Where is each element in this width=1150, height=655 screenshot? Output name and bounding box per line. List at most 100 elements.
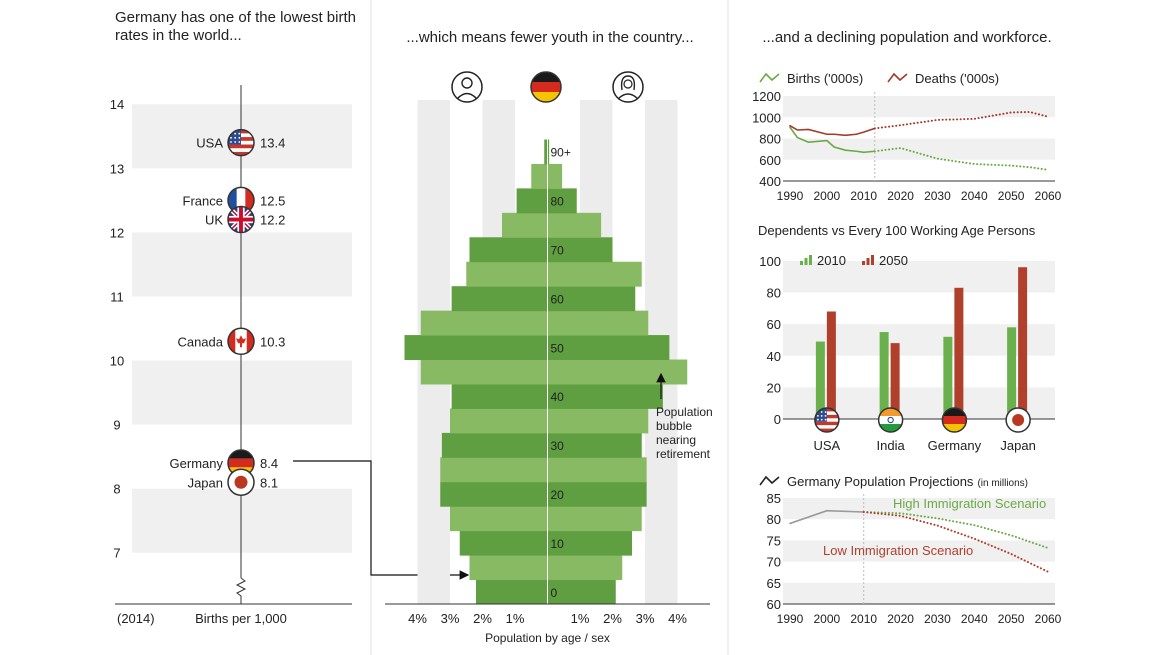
flag-part — [234, 136, 237, 139]
value-label: 12.5 — [260, 193, 285, 208]
x-tick-label: 2040 — [961, 189, 988, 203]
chart-subtitle: (in millions) — [977, 478, 1028, 489]
bar-female — [547, 408, 649, 434]
legend-icon — [800, 261, 803, 265]
grid-band — [783, 582, 1055, 604]
x-tick-label: 2060 — [1035, 612, 1062, 626]
y-tick-label: 9 — [113, 418, 120, 433]
bar-female — [547, 188, 577, 214]
category-label: Canada — [177, 334, 223, 349]
annotation: bubble — [656, 419, 692, 433]
legend-label: 2010 — [817, 253, 846, 268]
bar-female — [547, 286, 636, 312]
panel-title: ...and a declining population and workfo… — [762, 29, 1051, 46]
flag-part — [531, 92, 561, 102]
age-label: 30 — [551, 439, 565, 453]
y-tick-label: 11 — [110, 289, 124, 304]
y-tick-label: 1200 — [752, 89, 781, 104]
bar — [826, 311, 836, 419]
bar — [954, 287, 964, 419]
bar — [1007, 327, 1017, 419]
x-tick-label: 2000 — [814, 612, 841, 626]
flag-part — [816, 418, 819, 421]
bar-male — [451, 286, 548, 312]
bar-male — [531, 163, 548, 189]
axis-break — [235, 577, 247, 604]
y-tick-label: 60 — [767, 317, 781, 332]
bar — [890, 343, 900, 419]
flag-part — [228, 144, 254, 149]
bar-female — [547, 579, 616, 605]
bar-male — [469, 237, 548, 263]
chart-title-main: Germany Population Projections — [787, 474, 974, 489]
value-label: 13.4 — [260, 136, 285, 151]
bar-male — [440, 457, 548, 483]
bar-male — [466, 261, 548, 287]
y-tick-label: 10 — [110, 354, 124, 369]
y-tick-label: 75 — [767, 533, 781, 548]
x-tick-label: India — [877, 438, 906, 453]
flag-part — [824, 411, 827, 413]
flag-part — [531, 72, 561, 82]
flag-part — [820, 414, 823, 417]
chart-title: Germany Population Projections (in millio… — [787, 474, 1028, 489]
legend-icon — [887, 72, 908, 83]
flag-part — [1012, 414, 1025, 426]
y-tick-label: 0 — [774, 412, 781, 427]
flag-part — [230, 136, 232, 139]
flag-outline — [877, 407, 904, 433]
y-tick-label: 1000 — [752, 110, 781, 125]
grid-band — [132, 232, 352, 297]
legend-icon — [871, 255, 874, 265]
x-tick-label: 4% — [668, 611, 687, 626]
flag-part — [228, 450, 254, 459]
y-tick-label: 600 — [759, 153, 781, 168]
flag-part — [234, 475, 248, 489]
flag-outline — [530, 71, 562, 103]
flag-part — [246, 328, 254, 355]
grid-band — [783, 498, 1055, 520]
y-tick-label: 85 — [767, 491, 781, 506]
x-tick-label: Japan — [1000, 438, 1035, 453]
series-line — [862, 510, 1049, 573]
series-line — [789, 509, 865, 525]
bar-male — [440, 481, 548, 507]
x-tick-label: 2040 — [961, 612, 988, 626]
category-label: UK — [205, 213, 223, 228]
x-tick-label: 1% — [506, 611, 525, 626]
grid-band — [783, 540, 1055, 562]
flag-part — [824, 418, 827, 421]
bar-female — [547, 530, 632, 556]
flag-part — [814, 428, 839, 432]
x-tick-label: 2% — [603, 611, 622, 626]
flag-outline — [941, 407, 968, 433]
x-tick-label: 2050 — [998, 189, 1025, 203]
bar-male — [420, 310, 548, 336]
bar-male — [450, 408, 548, 434]
category-label: USA — [196, 136, 223, 151]
y-tick-label: 800 — [759, 132, 781, 147]
flag-part — [238, 141, 241, 143]
x-tick-label: USA — [814, 438, 841, 453]
grid-band — [132, 488, 352, 553]
flag-part — [878, 408, 903, 416]
x-tick-label: 4% — [408, 611, 427, 626]
bar — [943, 336, 953, 419]
bar-male — [450, 506, 548, 532]
grid-band — [783, 96, 1055, 118]
panel-title: ...which means fewer youth in the countr… — [406, 29, 693, 46]
chart-title: Dependents vs Every 100 Working Age Pers… — [758, 223, 1036, 238]
bar-female — [547, 139, 550, 165]
bar-female — [547, 481, 647, 507]
x-tick-label: 2060 — [1035, 189, 1062, 203]
age-label: 80 — [551, 195, 565, 209]
x-tick-label: 1990 — [777, 612, 804, 626]
grid-band — [783, 260, 1055, 293]
x-tick-label: 2000 — [814, 189, 841, 203]
grid-band — [132, 360, 352, 425]
bar-female — [547, 212, 602, 238]
bar — [815, 341, 825, 419]
flag-part — [942, 424, 967, 432]
legend-icon — [759, 475, 780, 486]
y-tick-label: 80 — [767, 512, 781, 527]
